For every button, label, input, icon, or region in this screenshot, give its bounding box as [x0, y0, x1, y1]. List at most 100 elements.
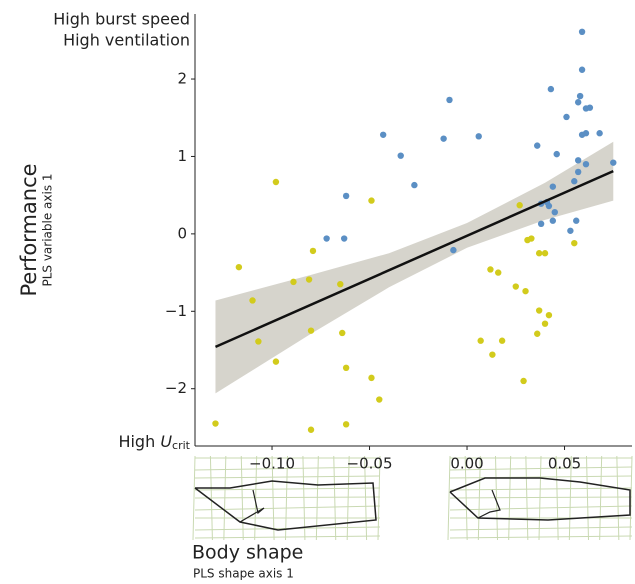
shape-detail	[477, 489, 501, 519]
grid-line-deform	[364, 455, 368, 541]
point	[498, 337, 506, 344]
grid-line-deform	[271, 455, 275, 541]
point	[578, 66, 586, 73]
grid-line-deform	[586, 455, 589, 541]
grid-line-deform	[449, 535, 633, 539]
point	[379, 131, 387, 138]
y-tick-label: 2	[177, 70, 187, 88]
grid-line-deform	[192, 455, 196, 541]
point	[610, 159, 617, 166]
point	[574, 168, 582, 176]
point	[272, 178, 280, 186]
annotation: High Ucrit	[118, 432, 190, 453]
point	[290, 278, 297, 286]
annotation-text: High	[118, 432, 155, 451]
x-tick-label: 0.00	[450, 455, 483, 473]
point	[574, 99, 582, 106]
point	[249, 297, 256, 304]
regression-line	[214, 170, 614, 349]
point	[578, 28, 586, 36]
y-tick-label: 1	[177, 147, 187, 165]
point	[576, 92, 584, 100]
annotation-symbol: U	[160, 432, 172, 451]
point	[551, 208, 558, 216]
point	[446, 96, 453, 104]
point	[528, 235, 535, 242]
point	[255, 338, 262, 345]
point	[574, 157, 582, 164]
point	[307, 426, 315, 433]
grid-line-deform	[449, 526, 633, 531]
point	[272, 358, 280, 365]
x-sublabel: PLS shape axis 1	[193, 567, 294, 581]
point	[522, 287, 529, 295]
point	[475, 133, 482, 140]
x-tick-label: −0.10	[249, 455, 295, 473]
grid-line-deform	[508, 455, 512, 541]
grid-line-deform	[333, 455, 337, 541]
grid-line-deform	[449, 487, 633, 491]
point	[553, 150, 560, 158]
point	[516, 202, 523, 209]
point	[368, 374, 375, 382]
grid-line-deform	[495, 455, 498, 541]
point	[397, 152, 404, 159]
point	[323, 235, 330, 242]
shape-outline	[449, 477, 631, 521]
point	[512, 283, 519, 290]
point	[342, 364, 350, 372]
annotation: High ventilation	[63, 31, 190, 50]
point	[487, 266, 494, 273]
grid-line-deform	[616, 455, 620, 541]
x-tick-label: 0.05	[548, 455, 581, 473]
shape-detail	[239, 489, 265, 523]
grid-line-deform	[254, 455, 258, 541]
grid-line-deform	[568, 455, 572, 541]
point	[477, 337, 484, 344]
point	[549, 217, 557, 224]
grid-line-deform	[194, 505, 381, 511]
grid-line-deform	[194, 535, 381, 539]
grid-line-deform	[194, 496, 381, 499]
grid-line-deform	[555, 455, 559, 541]
point	[571, 239, 578, 247]
y-label: Performance	[17, 163, 41, 296]
point	[541, 320, 549, 327]
grid-line-deform	[449, 505, 633, 511]
y-sublabel: PLS variable axis 1	[41, 173, 55, 286]
point	[495, 269, 502, 276]
point	[440, 135, 447, 142]
grid-line-deform	[209, 455, 213, 541]
point	[535, 250, 543, 257]
grid-line-deform	[447, 455, 451, 541]
x-tick-label: −0.05	[347, 455, 393, 473]
point	[450, 246, 457, 254]
point	[489, 351, 496, 358]
grid-line-deform	[194, 487, 381, 491]
shape-grids	[192, 455, 633, 541]
grid-line-deform	[477, 455, 481, 541]
y-tick-label: −2	[165, 379, 187, 397]
grid-line-deform	[315, 455, 319, 541]
grid-line-deform	[629, 455, 633, 541]
annotation: High burst speed	[53, 10, 190, 29]
point	[567, 227, 574, 234]
point	[534, 330, 541, 337]
point	[235, 263, 243, 271]
point	[549, 183, 557, 190]
point	[305, 276, 313, 283]
grid-line-deform	[538, 455, 542, 541]
point	[340, 235, 348, 242]
x-label: Body shape	[192, 542, 303, 564]
grid-line-deform	[449, 496, 633, 499]
point	[596, 130, 603, 137]
grid-line-deform	[285, 455, 288, 541]
grid-line-deform	[240, 455, 244, 541]
grid-line-deform	[525, 455, 529, 541]
shape-outline	[194, 480, 377, 531]
point	[376, 396, 383, 403]
point	[547, 85, 555, 93]
point	[563, 113, 570, 121]
